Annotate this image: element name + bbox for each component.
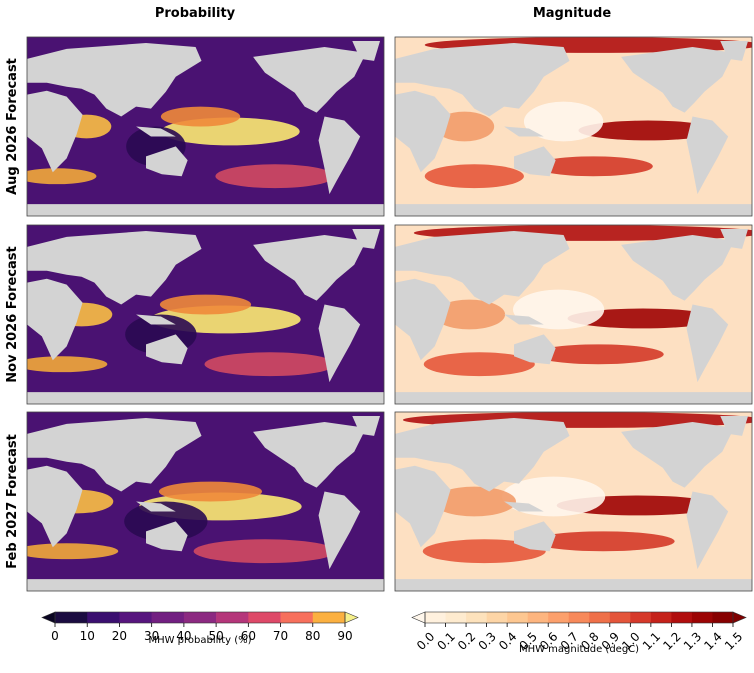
colorbar-segment bbox=[548, 612, 570, 623]
colorbar-segment bbox=[671, 612, 693, 623]
panel-frame bbox=[394, 36, 753, 217]
colorbar-tick-label: 80 bbox=[305, 629, 320, 643]
colorbar-segment bbox=[216, 612, 249, 623]
colorbar-label: MHW probability (%) bbox=[148, 635, 251, 646]
panel-frame bbox=[394, 224, 753, 405]
colorbar-segment bbox=[609, 612, 631, 623]
colorbar-tick-label: 0.1 bbox=[434, 629, 457, 652]
colorbar-tick-label: 1.2 bbox=[660, 629, 683, 652]
panel-frame bbox=[26, 411, 385, 592]
colorbar-tick-label: 1.5 bbox=[722, 629, 745, 652]
row-label: Feb 2027 Forecast bbox=[5, 434, 20, 569]
colorbars: 0 10 20 30 40 50 60 70 80 90 MHW probability (%) 0.… bbox=[41, 611, 747, 655]
colorbar-segment bbox=[486, 612, 508, 623]
colorbar-segment bbox=[650, 612, 672, 623]
colorbar-tick-label: 1.4 bbox=[701, 629, 724, 652]
row-label: Nov 2026 Forecast bbox=[5, 246, 20, 382]
colorbar-segment bbox=[589, 612, 611, 623]
colorbar-segment bbox=[55, 612, 88, 623]
colorbar-segment bbox=[445, 612, 467, 623]
map-panel bbox=[27, 37, 384, 216]
colorbar-segment bbox=[425, 612, 446, 623]
column-title: Probability bbox=[155, 6, 236, 21]
colorbar-tick-label: 1.3 bbox=[681, 629, 704, 652]
panel-frame bbox=[394, 411, 753, 592]
colorbar-tick-label: 0.4 bbox=[496, 629, 519, 652]
colorbar-segment bbox=[466, 612, 487, 623]
colorbar-extend bbox=[411, 611, 426, 624]
colorbar-label: MHW magnitude (degC) bbox=[519, 644, 639, 655]
colorbar-tick-label: 0.2 bbox=[455, 629, 478, 652]
colorbar-segment bbox=[630, 612, 652, 623]
colorbar-tick-label: 1.1 bbox=[640, 629, 663, 652]
colorbar-segment bbox=[87, 612, 120, 623]
colorbar-tick-label: 40 bbox=[176, 629, 191, 643]
colorbar-segment bbox=[119, 612, 152, 623]
colorbar-segment bbox=[183, 612, 217, 623]
column-title: Magnitude bbox=[533, 6, 612, 21]
row-label: Aug 2026 Forecast bbox=[5, 58, 20, 195]
colorbar-segment bbox=[280, 612, 314, 623]
colorbar-segment bbox=[568, 612, 590, 623]
map-panel bbox=[395, 412, 752, 591]
colorbar-tick-label: 20 bbox=[112, 629, 127, 643]
colorbar-tick-label: 30 bbox=[144, 629, 159, 643]
colorbar-extend bbox=[344, 611, 359, 624]
colorbar-tick-label: 50 bbox=[208, 629, 223, 643]
panels: Aug 2026 Forecast Nov 2026 Forecast Feb 20… bbox=[5, 36, 753, 592]
colorbar-segment bbox=[151, 612, 185, 623]
panel-frame bbox=[26, 224, 385, 405]
colorbar-tick-label: 0.3 bbox=[476, 629, 499, 652]
colorbar-tick-label: 90 bbox=[337, 629, 352, 643]
colorbar-tick-label: 0 bbox=[51, 629, 59, 643]
map-panel bbox=[27, 225, 384, 404]
colorbar-segment bbox=[527, 612, 549, 623]
colorbar-tick-label: 60 bbox=[241, 629, 256, 643]
map-panel bbox=[395, 37, 752, 216]
colorbar-tick-label: 70 bbox=[273, 629, 288, 643]
panel-frame bbox=[26, 36, 385, 217]
colorbar-extend bbox=[732, 611, 747, 624]
colorbar-extend bbox=[41, 611, 56, 624]
map-panel bbox=[395, 225, 752, 404]
colorbar-segment bbox=[248, 612, 281, 623]
colorbar-segment bbox=[691, 612, 713, 623]
colorbar-tick-label: 0.0 bbox=[414, 629, 437, 652]
colorbar-frame bbox=[54, 611, 346, 624]
colorbar-frame bbox=[424, 611, 734, 624]
colorbar-segment bbox=[712, 612, 734, 623]
map-panel bbox=[27, 412, 384, 591]
colorbar-segment bbox=[507, 612, 528, 623]
colorbar-segment bbox=[312, 612, 346, 623]
colorbar-tick-label: 10 bbox=[80, 629, 95, 643]
